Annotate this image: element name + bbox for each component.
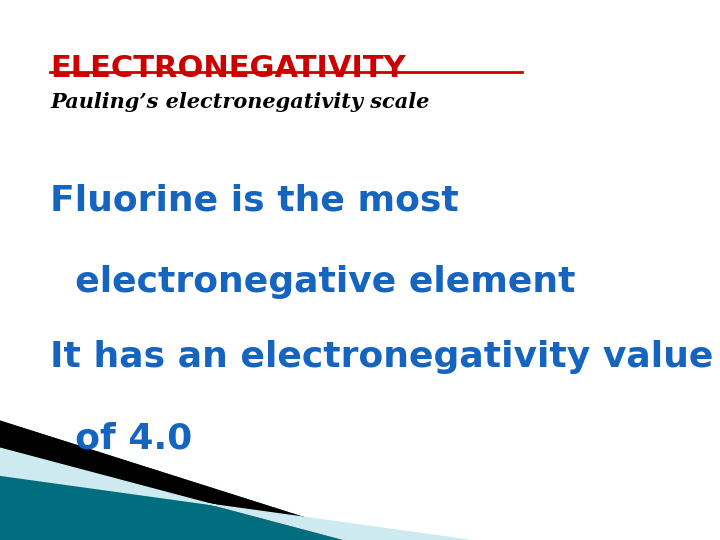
Polygon shape — [0, 421, 374, 540]
Text: of 4.0: of 4.0 — [50, 421, 193, 455]
Text: Fluorine is the most: Fluorine is the most — [50, 184, 459, 218]
Text: It has an electronegativity value: It has an electronegativity value — [50, 340, 714, 374]
Polygon shape — [0, 448, 468, 540]
Text: ELECTRONEGATIVITY: ELECTRONEGATIVITY — [50, 54, 406, 83]
Text: electronegative element: electronegative element — [50, 265, 576, 299]
Text: Pauling’s electronegativity scale: Pauling’s electronegativity scale — [50, 92, 430, 112]
Polygon shape — [0, 421, 374, 540]
